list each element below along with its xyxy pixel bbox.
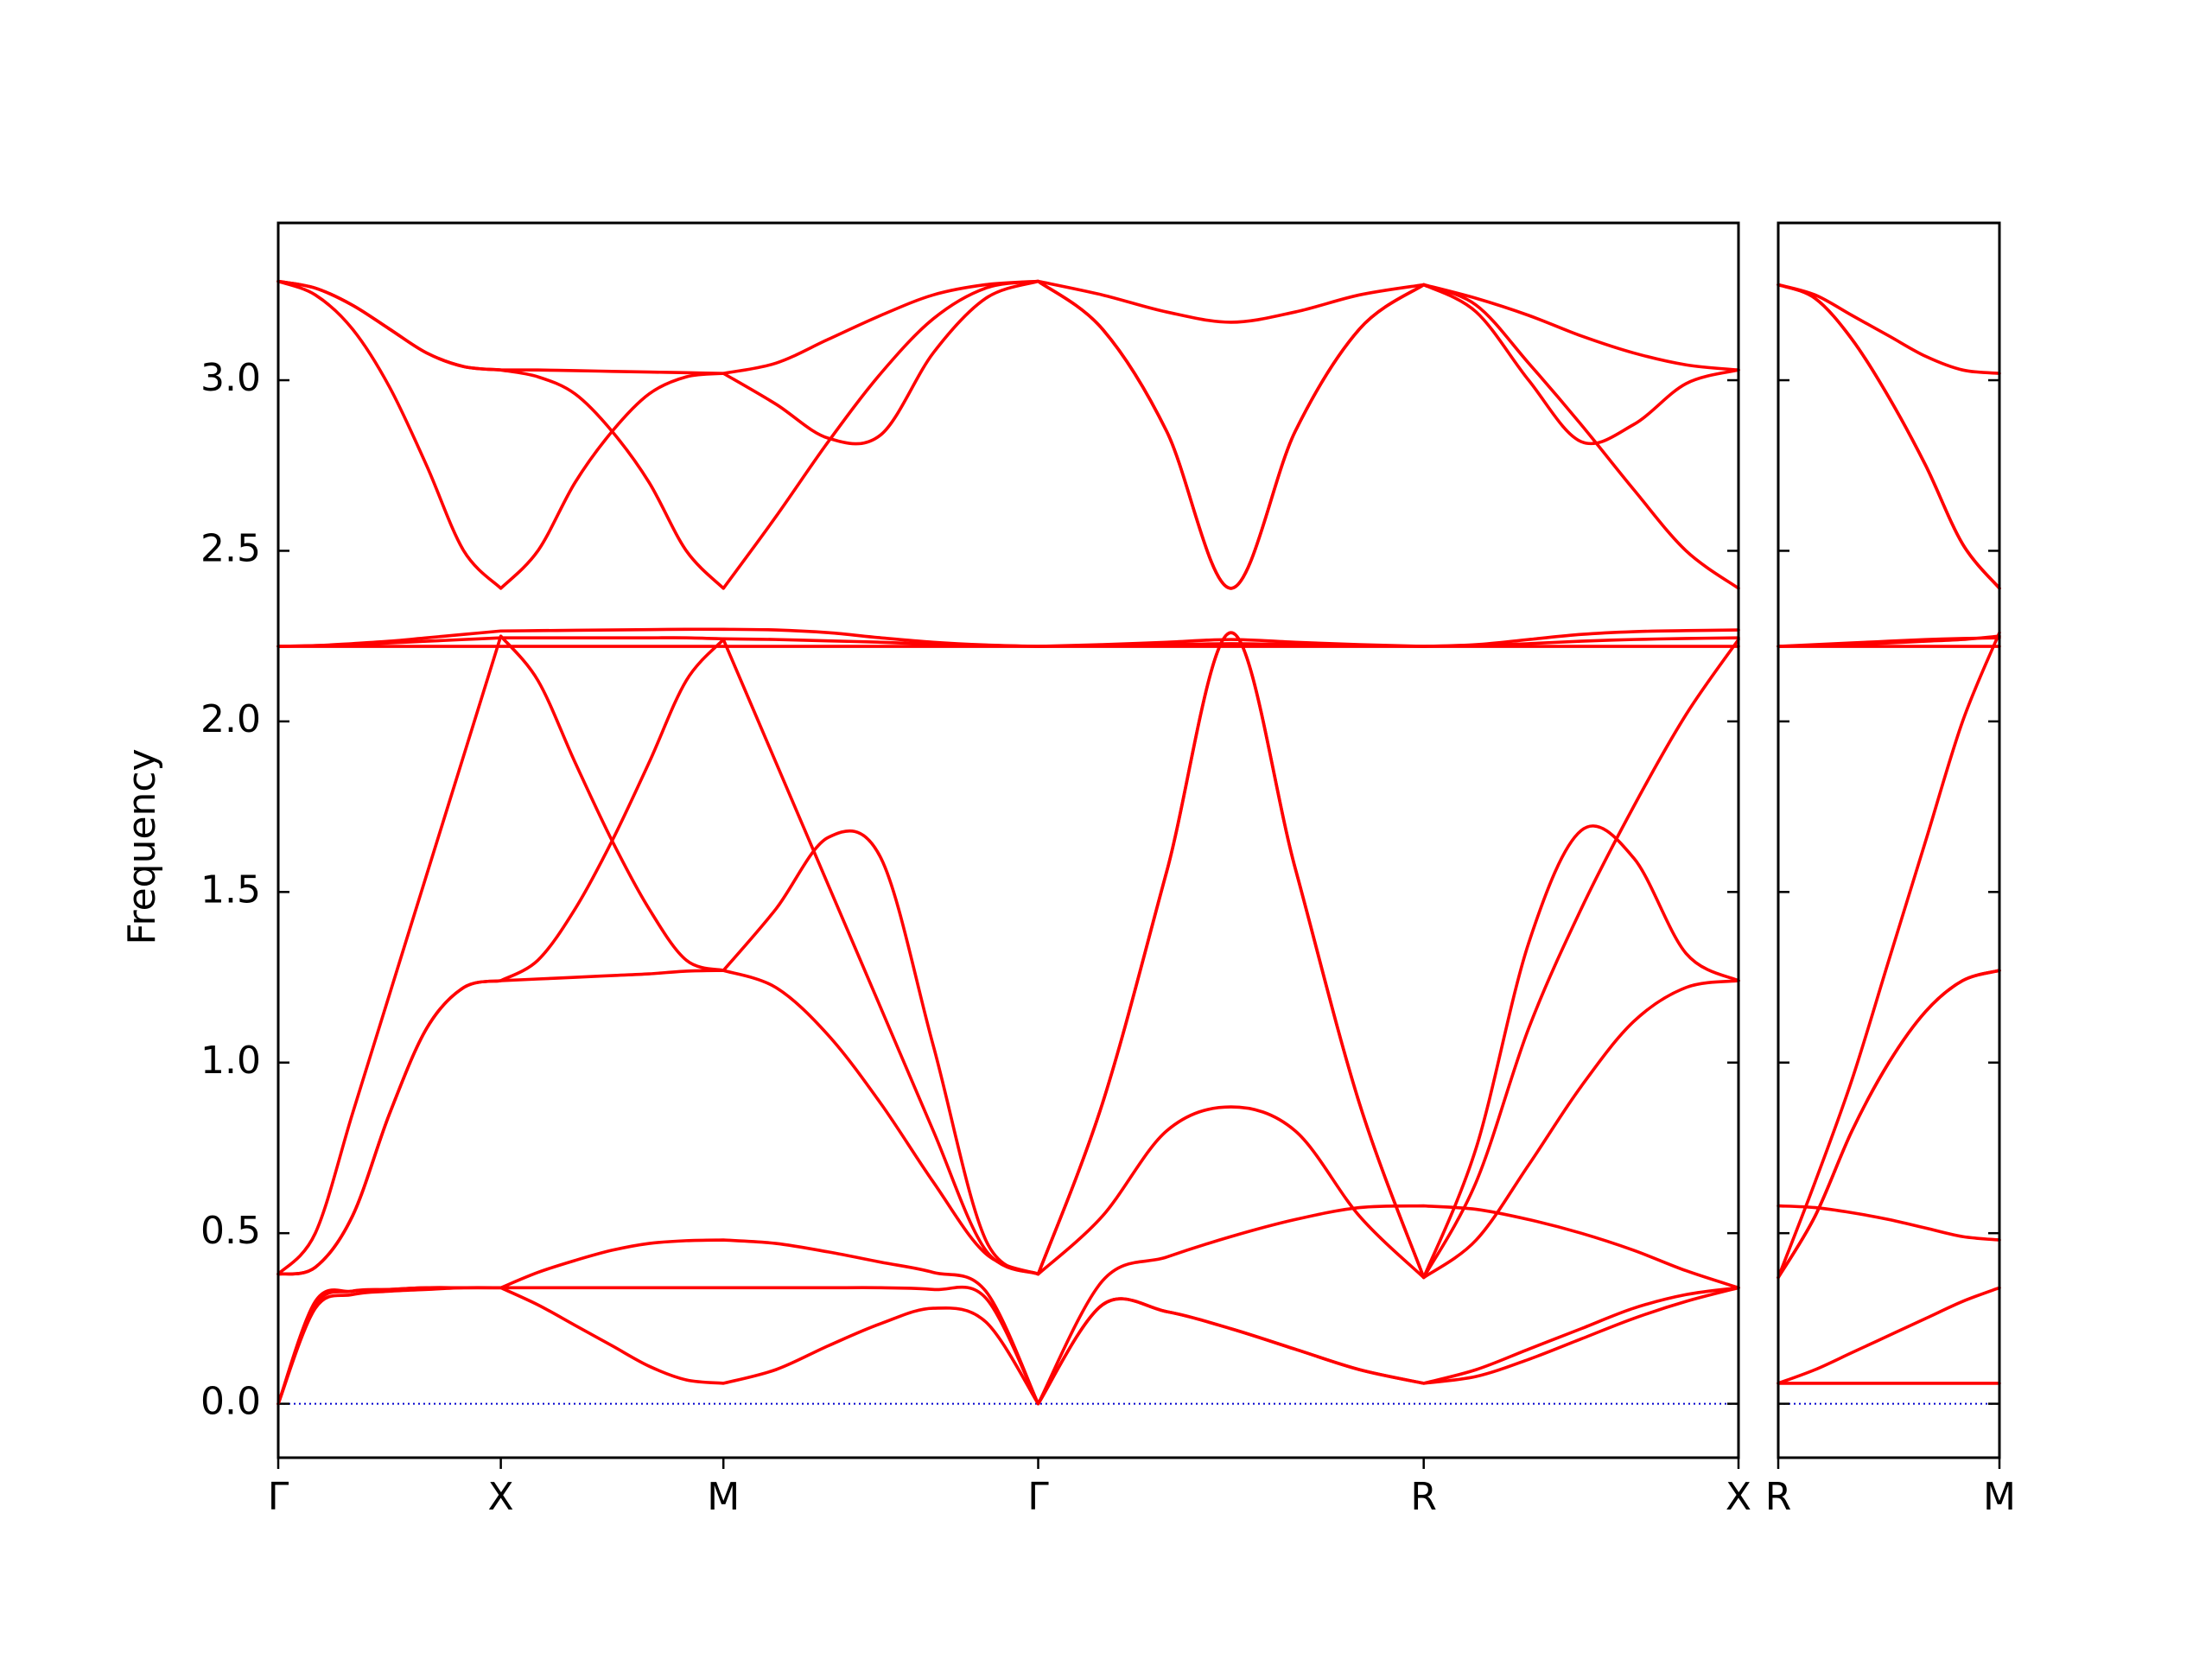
plot-frame xyxy=(1777,221,2001,1459)
band xyxy=(1777,969,2001,1280)
x-tick-label: R xyxy=(1410,1475,1437,1519)
y-tick-label: 1.5 xyxy=(200,868,261,912)
plot-frame xyxy=(276,221,1740,1459)
band xyxy=(276,969,1740,1280)
band xyxy=(1777,969,2001,1280)
band xyxy=(1777,283,2001,590)
y-tick-label: 2.0 xyxy=(200,697,261,741)
band xyxy=(276,279,1740,590)
x-tick-label: R xyxy=(1765,1475,1792,1519)
y-axis-label: Frequency xyxy=(120,748,164,944)
y-tick-label: 2.5 xyxy=(200,526,261,570)
band xyxy=(276,1204,1740,1406)
band xyxy=(276,1286,1740,1406)
band xyxy=(1777,283,2001,590)
band xyxy=(1777,283,2001,375)
y-tick-label: 3.0 xyxy=(200,356,261,400)
x-tick-label: M xyxy=(707,1475,740,1519)
x-tick-label: M xyxy=(1983,1475,2016,1519)
band xyxy=(276,279,1740,590)
band xyxy=(276,631,1740,1280)
band xyxy=(276,631,1740,1280)
x-tick-label: Γ xyxy=(268,1475,289,1519)
y-tick-label: 0.5 xyxy=(200,1209,261,1253)
band xyxy=(1777,631,2001,1280)
band xyxy=(276,279,1740,590)
y-tick-label: 1.0 xyxy=(200,1039,261,1083)
band xyxy=(1777,1286,2001,1385)
x-tick-label: X xyxy=(1726,1475,1751,1519)
band xyxy=(276,627,1740,648)
x-tick-label: Γ xyxy=(1027,1475,1049,1519)
y-tick-label: 0.0 xyxy=(200,1380,261,1424)
band xyxy=(1777,1204,2001,1242)
x-tick-label: X xyxy=(488,1475,514,1519)
